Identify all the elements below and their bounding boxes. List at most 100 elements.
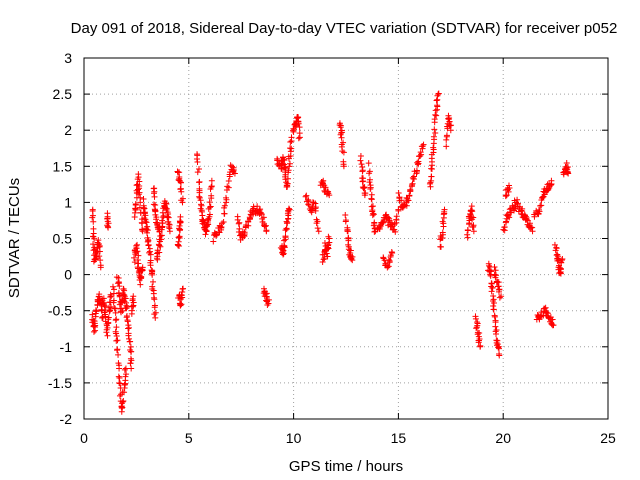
data-point — [305, 202, 312, 209]
data-point — [160, 212, 167, 219]
data-point — [152, 314, 159, 321]
data-point — [447, 127, 454, 134]
data-point — [230, 166, 237, 173]
data-point — [157, 233, 164, 240]
data-point — [208, 183, 215, 190]
data-point — [428, 173, 435, 180]
data-point — [241, 231, 248, 238]
data-point — [518, 210, 525, 217]
data-point — [492, 272, 499, 279]
data-point — [176, 234, 183, 241]
data-point — [281, 244, 288, 251]
data-point — [147, 251, 154, 258]
data-point — [218, 223, 225, 230]
data-point — [90, 328, 97, 335]
data-point — [147, 262, 154, 269]
data-point — [296, 134, 303, 141]
data-point — [166, 228, 173, 235]
data-point — [137, 199, 144, 206]
data-point — [107, 303, 114, 310]
data-point — [432, 129, 439, 136]
data-point — [491, 313, 498, 320]
data-point — [432, 107, 439, 114]
data-point — [139, 228, 146, 235]
data-point — [93, 307, 100, 314]
data-point — [345, 243, 352, 250]
data-point — [134, 186, 141, 193]
data-point — [89, 214, 96, 221]
data-point — [149, 271, 156, 278]
data-point — [89, 206, 96, 213]
data-point — [302, 193, 309, 200]
data-point — [122, 295, 129, 302]
data-point — [236, 219, 243, 226]
data-point — [150, 201, 157, 208]
data-point — [132, 200, 139, 207]
data-point — [319, 259, 326, 266]
data-point — [225, 178, 232, 185]
data-point — [563, 159, 570, 166]
data-point — [420, 141, 427, 148]
data-point — [370, 211, 377, 218]
data-point — [296, 124, 303, 131]
data-point — [151, 193, 158, 200]
data-point — [143, 219, 150, 226]
data-point — [133, 245, 140, 252]
data-point — [496, 351, 503, 358]
data-point — [326, 235, 333, 242]
data-point — [257, 206, 264, 213]
data-point — [464, 231, 471, 238]
data-point — [433, 97, 440, 104]
y-tick-label: -1.5 — [48, 375, 72, 391]
data-point — [489, 284, 496, 291]
data-point — [345, 237, 352, 244]
data-point — [371, 219, 378, 226]
data-point — [369, 203, 376, 210]
data-point — [495, 345, 502, 352]
data-point — [210, 238, 217, 245]
data-point — [503, 218, 510, 225]
data-point — [175, 234, 182, 241]
data-point — [339, 148, 346, 155]
data-point — [118, 309, 125, 316]
data-point — [142, 216, 149, 223]
data-point — [194, 159, 201, 166]
data-point — [126, 338, 133, 345]
data-point — [473, 324, 480, 331]
data-point — [529, 228, 536, 235]
data-point — [207, 203, 214, 210]
data-point — [468, 203, 475, 210]
data-point — [286, 160, 293, 167]
data-point — [550, 322, 557, 329]
data-point — [145, 242, 152, 249]
data-point — [290, 126, 297, 133]
data-point — [120, 397, 127, 404]
data-point — [295, 120, 302, 127]
y-tick-label: 1.5 — [53, 158, 73, 174]
data-point — [487, 272, 494, 279]
data-point — [91, 320, 98, 327]
data-point — [288, 145, 295, 152]
data-point — [468, 207, 475, 214]
data-point — [395, 206, 402, 213]
data-point — [121, 366, 128, 373]
data-point — [179, 286, 186, 293]
data-point — [128, 365, 135, 372]
data-point — [338, 134, 345, 141]
x-tick-label: 15 — [391, 430, 407, 446]
data-point — [371, 228, 378, 235]
data-point — [365, 160, 372, 167]
data-point — [393, 213, 400, 220]
data-point — [558, 257, 565, 264]
data-point — [97, 257, 104, 264]
data-point — [326, 192, 333, 199]
data-point — [206, 199, 213, 206]
y-tick-label: -2 — [60, 411, 73, 427]
data-point — [177, 185, 184, 192]
data-point — [361, 192, 368, 199]
data-point — [281, 161, 288, 168]
data-point — [490, 306, 497, 313]
data-point — [535, 206, 542, 213]
data-point — [153, 214, 160, 221]
data-point — [113, 316, 120, 323]
